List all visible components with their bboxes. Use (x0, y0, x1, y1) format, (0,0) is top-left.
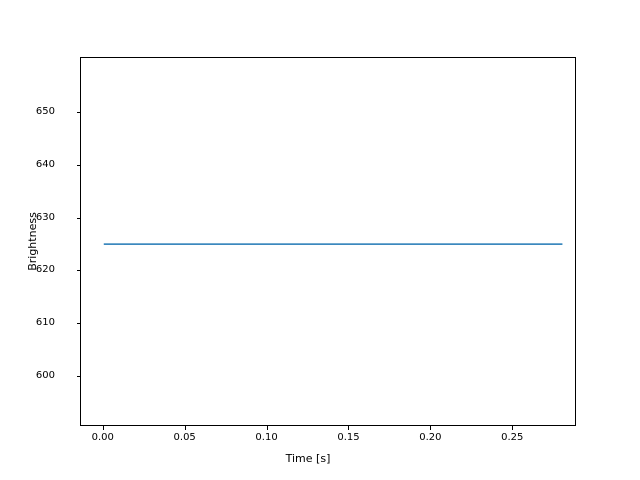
x-tick-label: 0.25 (501, 432, 524, 443)
y-tick-mark (76, 323, 80, 325)
y-axis-label: Brightness (26, 212, 39, 271)
y-tick-mark (76, 217, 80, 219)
y-tick-label: 620 (35, 264, 55, 276)
y-tick-mark (76, 112, 80, 114)
x-tick-mark (348, 426, 350, 430)
x-tick-mark (102, 426, 104, 430)
y-tick-mark (76, 270, 80, 272)
x-tick-label: 0.10 (255, 432, 278, 443)
y-tick-label: 610 (35, 317, 55, 329)
x-tick-label: 0.15 (337, 432, 360, 443)
x-tick-label: 0.00 (91, 432, 114, 443)
x-tick-mark (512, 426, 514, 430)
y-tick-label: 640 (35, 159, 55, 171)
y-tick-mark (76, 375, 80, 377)
x-tick-label: 0.20 (419, 432, 442, 443)
x-axis-label-text: Time [s] (285, 452, 331, 465)
x-axis-label: Time [s] (0, 452, 640, 465)
y-tick-mark (76, 165, 80, 167)
y-tick-label: 650 (35, 106, 55, 118)
x-tick-label: 0.05 (173, 432, 196, 443)
y-tick-label: 600 (35, 369, 55, 381)
x-tick-mark (430, 426, 432, 430)
series-canvas (103, 243, 563, 245)
plot-axes-frame (80, 57, 576, 426)
x-tick-mark (184, 426, 186, 430)
plot-data-area (81, 58, 575, 425)
x-tick-mark (266, 426, 268, 430)
y-tick-label: 630 (35, 211, 55, 223)
